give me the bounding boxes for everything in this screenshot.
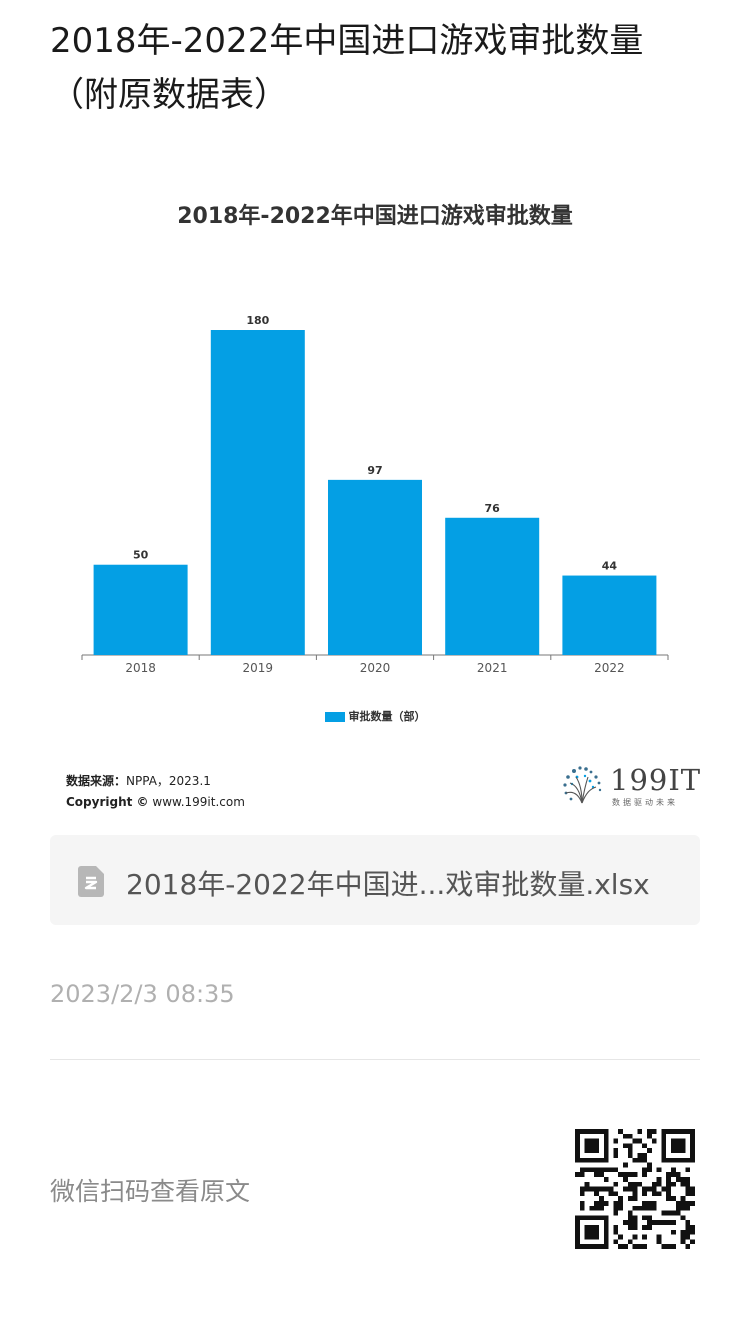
copyright-label: Copyright © — [66, 795, 149, 809]
chart-legend: 审批数量（部） — [48, 708, 702, 724]
legend-swatch — [324, 712, 345, 722]
x-tick-label-2022: 2022 — [594, 661, 625, 675]
data-label-2019: 180 — [246, 314, 269, 327]
data-label-2018: 50 — [133, 549, 149, 562]
divider — [50, 1059, 700, 1060]
file-attachment[interactable]: 2018年-2022年中国进...戏审批数量.xlsx — [50, 835, 700, 925]
qr-label: 微信扫码查看原文 — [50, 1177, 251, 1206]
qr-code-icon[interactable] — [575, 1129, 695, 1249]
bar-2020 — [328, 479, 422, 655]
x-tick-label-2020: 2020 — [360, 661, 391, 675]
bar-2019 — [210, 330, 305, 655]
file-name[interactable]: 2018年-2022年中国进...戏审批数量.xlsx — [126, 868, 650, 901]
chart-title: 2018年-2022年中国进口游戏审批数量 — [177, 204, 573, 229]
chart-card: 2018年-2022年中国进口游戏审批数量 50 2018 180 2019 97 202… — [48, 168, 702, 828]
spreadsheet-file-icon — [78, 866, 104, 897]
data-label-2021: 76 — [485, 502, 501, 515]
bar-2021 — [445, 517, 540, 655]
logo-text: 199IT — [610, 763, 702, 797]
x-tick-label-2021: 2021 — [477, 661, 508, 675]
page-title: 2018年-2022年中国进口游戏审批数量（附原数据表） — [50, 21, 644, 115]
timestamp: 2023/2/3 08:35 — [50, 980, 235, 1008]
source-note: 数据来源：NPPA，2023.1 Copyright © www.199it.c… — [66, 771, 245, 813]
logo-tagline: 数据驱动未来 — [612, 798, 678, 807]
logo-dots-icon — [563, 766, 602, 804]
legend-label: 审批数量（部） — [348, 710, 426, 723]
data-label-2022: 44 — [602, 560, 618, 573]
source-value: NPPA，2023.1 — [126, 774, 211, 788]
source-label: 数据来源： — [66, 774, 127, 788]
x-tick-label-2018: 2018 — [125, 661, 156, 675]
copyright-value: www.199it.com — [152, 795, 245, 809]
bar-2022 — [562, 575, 657, 655]
data-label-2020: 97 — [367, 464, 382, 477]
bar-2018 — [93, 564, 188, 655]
bar-chart: 50 2018 180 2019 97 2020 76 2021 44 2022 — [81, 314, 669, 675]
brand-logo: 199IT 数据驱动未来 — [560, 763, 700, 808]
x-tick-label-2019: 2019 — [243, 661, 274, 675]
